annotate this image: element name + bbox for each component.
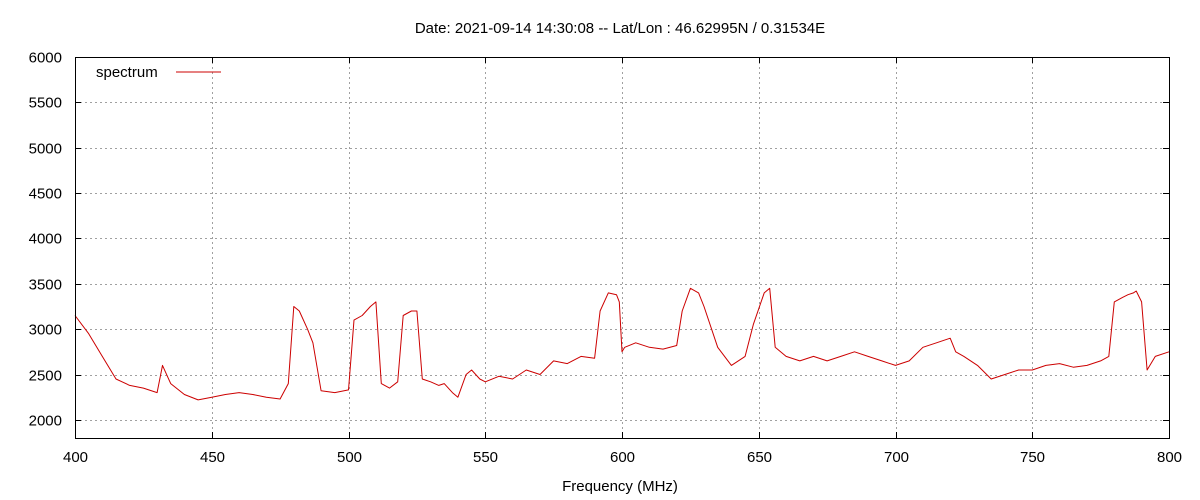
grid-lines	[75, 57, 1169, 438]
x-tick-label: 550	[473, 449, 498, 466]
series-line-spectrum	[74, 287, 1170, 401]
y-tick-label: 2000	[29, 413, 62, 430]
y-tick-label: 5000	[29, 141, 62, 158]
legend: spectrum	[96, 64, 221, 81]
y-tick-label: 3000	[29, 322, 62, 339]
y-tick-label: 4000	[29, 231, 62, 248]
chart-title: Date: 2021-09-14 14:30:08 -- Lat/Lon : 4…	[415, 20, 825, 37]
x-tick-label: 400	[63, 449, 88, 466]
y-tick-label: 4500	[29, 186, 62, 203]
x-tick-label: 450	[200, 449, 225, 466]
y-tick-label: 2500	[29, 368, 62, 385]
tick-marks: 400 450 500 550 600 650 700 750 800 2000 2500 3000 3…	[29, 50, 1182, 467]
legend-label-spectrum: spectrum	[96, 64, 158, 81]
series-layer	[74, 287, 1170, 401]
x-tick-label: 700	[884, 449, 909, 466]
x-axis-label: Frequency (MHz)	[562, 478, 678, 495]
x-tick-label: 650	[747, 449, 772, 466]
x-tick-label: 750	[1020, 449, 1045, 466]
y-tick-label: 3500	[29, 277, 62, 294]
x-tick-label: 500	[337, 449, 362, 466]
x-tick-label: 800	[1157, 449, 1182, 466]
y-tick-label: 6000	[29, 50, 62, 67]
y-tick-label: 5500	[29, 95, 62, 112]
x-tick-label: 600	[610, 449, 635, 466]
